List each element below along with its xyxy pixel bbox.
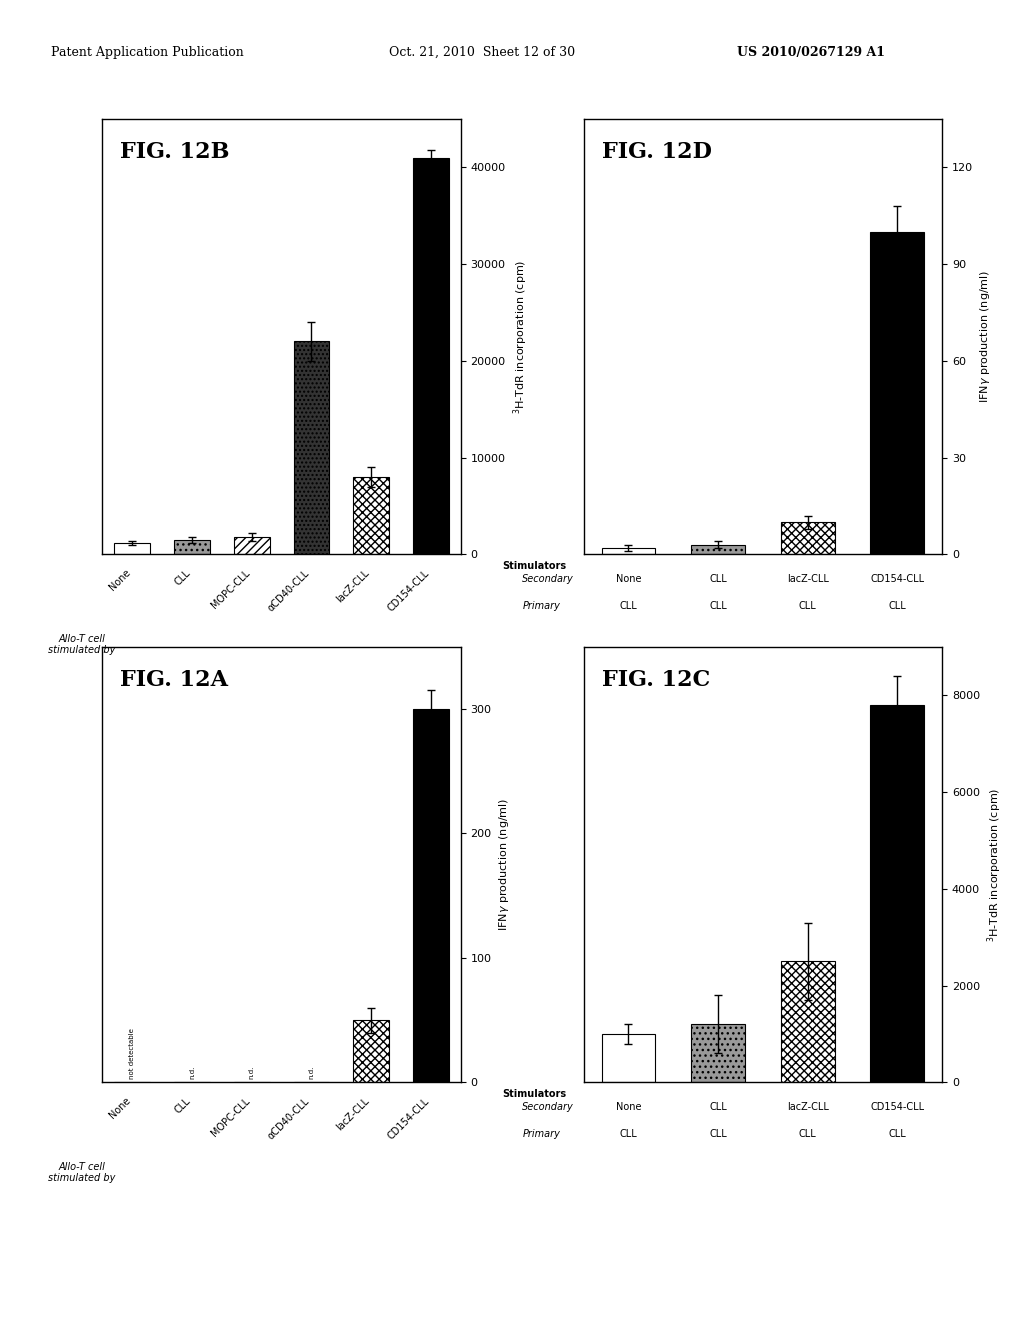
Y-axis label: IFN$\gamma$ production (ng/ml): IFN$\gamma$ production (ng/ml)	[979, 271, 992, 403]
Text: Primary: Primary	[522, 1129, 560, 1139]
Text: FIG. 12B: FIG. 12B	[121, 141, 229, 162]
Text: Stimulators: Stimulators	[502, 561, 566, 572]
Text: Allo-T cell
stimulated by: Allo-T cell stimulated by	[48, 1162, 116, 1183]
Text: lacZ-CLL: lacZ-CLL	[786, 1102, 828, 1113]
Text: lacZ-CLL: lacZ-CLL	[335, 1096, 371, 1133]
Bar	[601, 548, 655, 554]
Text: FIG. 12C: FIG. 12C	[601, 668, 710, 690]
Text: Patent Application Publication: Patent Application Publication	[51, 46, 244, 59]
Text: MOPC-CLL: MOPC-CLL	[209, 1096, 252, 1138]
Bar	[870, 705, 924, 1082]
Y-axis label: IFN$\gamma$ production (ng/ml): IFN$\gamma$ production (ng/ml)	[498, 799, 511, 931]
Bar	[233, 537, 269, 554]
Text: MOPC-CLL: MOPC-CLL	[209, 568, 252, 610]
Bar	[691, 545, 744, 554]
Text: FIG. 12D: FIG. 12D	[601, 141, 712, 162]
Text: n.d.: n.d.	[189, 1065, 195, 1078]
Text: Oct. 21, 2010  Sheet 12 of 30: Oct. 21, 2010 Sheet 12 of 30	[389, 46, 575, 59]
Text: αCD40-CLL: αCD40-CLL	[266, 568, 311, 612]
Bar	[870, 232, 924, 554]
Text: None: None	[108, 1096, 132, 1121]
Bar	[780, 961, 835, 1082]
Text: FIG. 12A: FIG. 12A	[121, 668, 228, 690]
Bar	[691, 1024, 744, 1082]
Bar	[413, 157, 449, 554]
Text: CLL: CLL	[710, 1129, 727, 1139]
Y-axis label: $^3$H-TdR incorporation (cpm): $^3$H-TdR incorporation (cpm)	[511, 260, 529, 413]
Y-axis label: $^3$H-TdR incorporation (cpm): $^3$H-TdR incorporation (cpm)	[985, 788, 1005, 941]
Bar	[601, 1034, 655, 1082]
Text: n.d.: n.d.	[249, 1065, 255, 1078]
Text: CLL: CLL	[172, 568, 193, 587]
Text: Secondary: Secondary	[522, 574, 574, 585]
Text: Stimulators: Stimulators	[502, 1089, 566, 1100]
Bar	[174, 540, 210, 554]
Text: CD154-CLL: CD154-CLL	[386, 568, 431, 612]
Bar	[115, 543, 151, 554]
Text: Primary: Primary	[522, 601, 560, 611]
Text: CLL: CLL	[172, 1096, 193, 1115]
Text: None: None	[615, 574, 641, 585]
Bar	[413, 709, 449, 1082]
Text: lacZ-CLL: lacZ-CLL	[786, 574, 828, 585]
Text: Secondary: Secondary	[522, 1102, 574, 1113]
Text: CLL: CLL	[799, 601, 816, 611]
Text: CLL: CLL	[710, 574, 727, 585]
Text: None: None	[108, 568, 132, 593]
Text: CLL: CLL	[889, 1129, 906, 1139]
Text: CLL: CLL	[620, 601, 637, 611]
Text: Allo-T cell
stimulated by: Allo-T cell stimulated by	[48, 634, 116, 655]
Text: not detectable: not detectable	[129, 1028, 135, 1078]
Text: CLL: CLL	[799, 1129, 816, 1139]
Text: lacZ-CLL: lacZ-CLL	[335, 568, 371, 605]
Text: αCD40-CLL: αCD40-CLL	[266, 1096, 311, 1140]
Bar	[353, 477, 389, 554]
Text: CLL: CLL	[710, 601, 727, 611]
Text: CD154-CLL: CD154-CLL	[870, 1102, 925, 1113]
Text: n.d.: n.d.	[308, 1065, 314, 1078]
Text: CD154-CLL: CD154-CLL	[386, 1096, 431, 1140]
Bar	[294, 342, 330, 554]
Text: CLL: CLL	[710, 1102, 727, 1113]
Text: US 2010/0267129 A1: US 2010/0267129 A1	[737, 46, 886, 59]
Text: CD154-CLL: CD154-CLL	[870, 574, 925, 585]
Text: None: None	[615, 1102, 641, 1113]
Bar	[780, 523, 835, 554]
Text: CLL: CLL	[620, 1129, 637, 1139]
Bar	[353, 1020, 389, 1082]
Text: CLL: CLL	[889, 601, 906, 611]
